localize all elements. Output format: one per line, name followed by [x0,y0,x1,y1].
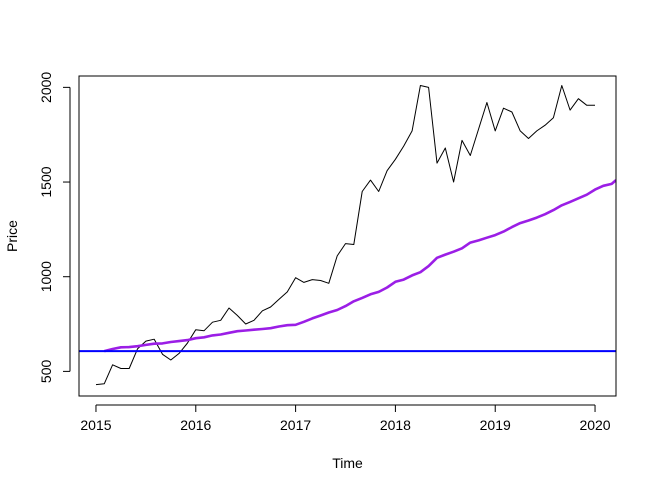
y-tick-label: 500 [38,359,54,383]
y-tick-label: 2000 [38,72,54,103]
series-layer [79,85,616,386]
y-axis: 500 1000 1500 2000 [38,72,71,383]
x-tick-label: 2017 [280,417,311,433]
y-axis-title: Price [4,220,20,252]
y-tick-label: 1500 [38,166,54,197]
x-axis: 2015 2016 2017 2018 2019 2020 [80,404,611,433]
plot-frame [78,75,617,397]
series-trend-line [103,179,616,353]
x-tick-label: 2016 [180,417,211,433]
x-axis-title: Time [332,455,363,471]
x-tick-label: 2018 [380,417,411,433]
x-tick-label: 2019 [480,417,511,433]
series-price-line [95,85,595,386]
y-tick-label: 1000 [38,261,54,292]
x-tick-label: 2015 [80,417,111,433]
x-tick-label: 2020 [579,417,610,433]
